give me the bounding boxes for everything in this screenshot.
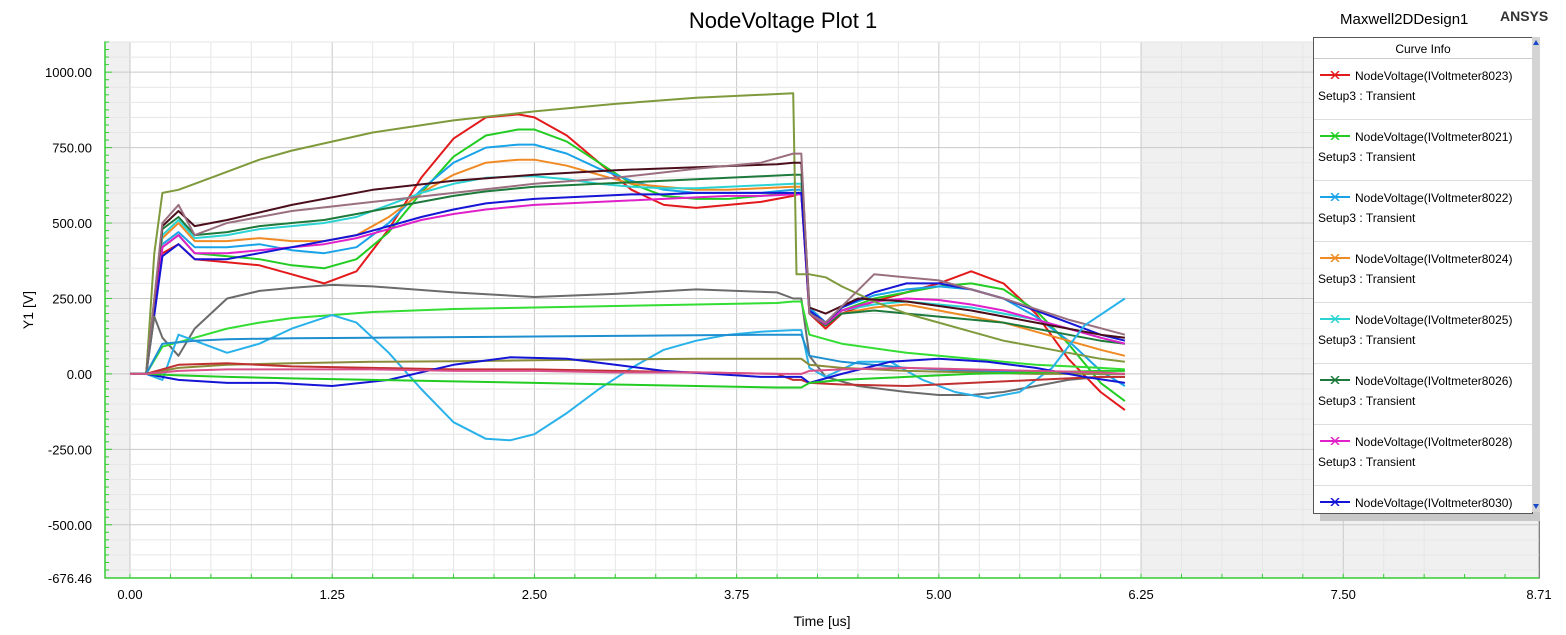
legend-entry[interactable]: NodeVoltage(IVoltmeter8022) Setup3 : Tran… bbox=[1314, 181, 1532, 242]
legend-series-name: NodeVoltage(IVoltmeter8030) bbox=[1355, 496, 1513, 510]
legend-symbol-icon bbox=[1320, 437, 1350, 445]
ansys-logo: ANSYS bbox=[1500, 8, 1548, 24]
legend-series-name: NodeVoltage(IVoltmeter8025) bbox=[1355, 313, 1513, 327]
legend-series-setup: Setup3 : Transient bbox=[1318, 211, 1416, 225]
legend-series-setup: Setup3 : Transient bbox=[1318, 394, 1416, 408]
legend-series-name: NodeVoltage(IVoltmeter8026) bbox=[1355, 374, 1513, 388]
series-line bbox=[130, 300, 1125, 375]
series-line-NodeVoltage(IVoltmeter8022) bbox=[130, 143, 1126, 387]
series-line bbox=[130, 297, 1126, 442]
y-tick-label: 250.00 bbox=[52, 291, 92, 306]
y-minor-ticks bbox=[105, 41, 112, 571]
series-line bbox=[130, 152, 1126, 375]
legend-entry[interactable]: NodeVoltage(IVoltmeter8021) Setup3 : Tran… bbox=[1314, 120, 1532, 181]
design-name: Maxwell2DDesign1 bbox=[1340, 11, 1468, 28]
x-tick-label: 5.00 bbox=[926, 587, 951, 602]
x-minor-ticks bbox=[129, 574, 1506, 578]
legend-scrollbar[interactable] bbox=[1532, 37, 1540, 512]
legend-title: Curve Info bbox=[1314, 38, 1532, 59]
legend-symbol-icon bbox=[1320, 132, 1350, 140]
x-tick-label: 2.50 bbox=[522, 587, 547, 602]
y-tick-label: -250.00 bbox=[48, 442, 92, 457]
y-tick-label: 1000.00 bbox=[45, 65, 92, 80]
series-line bbox=[130, 366, 1125, 375]
grid-lines bbox=[105, 41, 1539, 578]
legend-series-setup: Setup3 : Transient bbox=[1318, 89, 1416, 103]
legend-symbol-icon bbox=[1320, 315, 1350, 323]
legend-series-name: NodeVoltage(IVoltmeter8022) bbox=[1355, 191, 1513, 205]
series-line-NodeVoltage(IVoltmeter8026) bbox=[130, 173, 1126, 375]
legend-series-setup: Setup3 : Transient bbox=[1318, 333, 1416, 347]
y-tick-label: -676.46 bbox=[48, 571, 92, 586]
series-line-NodeVoltage(IVoltmeter8025) bbox=[130, 175, 1126, 375]
x-tick-label: 6.25 bbox=[1128, 587, 1153, 602]
legend-entry[interactable]: NodeVoltage(IVoltmeter8028) Setup3 : Tran… bbox=[1314, 425, 1532, 486]
legend-series-name: NodeVoltage(IVoltmeter8023) bbox=[1355, 69, 1513, 83]
series-line bbox=[130, 92, 1126, 375]
legend-symbol-icon bbox=[1320, 376, 1350, 384]
x-axis-label: Time [us] bbox=[793, 613, 850, 629]
y-axis-label: Y1 [V] bbox=[20, 291, 36, 329]
legend-series-name: NodeVoltage(IVoltmeter8021) bbox=[1355, 130, 1513, 144]
legend-series-setup: Setup3 : Transient bbox=[1318, 455, 1416, 469]
legend-series-name: NodeVoltage(IVoltmeter8028) bbox=[1355, 435, 1513, 449]
legend-entry[interactable]: NodeVoltage(IVoltmeter8025) Setup3 : Tran… bbox=[1314, 303, 1532, 364]
y-tick-label: 500.00 bbox=[52, 216, 92, 231]
series-line bbox=[130, 161, 1126, 375]
series-line-NodeVoltage(IVoltmeter8028) bbox=[130, 193, 1126, 375]
x-tick-label: 3.75 bbox=[724, 587, 749, 602]
legend-symbol-icon bbox=[1320, 71, 1350, 79]
legend-series-name: NodeVoltage(IVoltmeter8024) bbox=[1355, 252, 1513, 266]
x-tick-label: 0.00 bbox=[117, 587, 142, 602]
legend-symbol-icon bbox=[1320, 193, 1350, 201]
curve-info-legend: Curve Info NodeVoltage(IVoltmeter8023) Se… bbox=[1313, 37, 1533, 514]
series-line bbox=[130, 369, 1125, 389]
chart-title: NodeVoltage Plot 1 bbox=[689, 8, 877, 33]
legend-series-setup: Setup3 : Transient bbox=[1318, 272, 1416, 286]
x-tick-label: 1.25 bbox=[320, 587, 345, 602]
legend-entry[interactable]: NodeVoltage(IVoltmeter8030)Setup3 : Tran… bbox=[1314, 486, 1532, 513]
legend-symbol-icon bbox=[1320, 498, 1350, 506]
legend-series-setup: Setup3 : Transient bbox=[1318, 150, 1416, 164]
legend-entries: NodeVoltage(IVoltmeter8023) Setup3 : Tran… bbox=[1314, 59, 1532, 513]
series-line-NodeVoltage(IVoltmeter8030) bbox=[130, 191, 1126, 375]
y-tick-label: 0.00 bbox=[67, 367, 92, 382]
legend-entry[interactable]: NodeVoltage(IVoltmeter8023) Setup3 : Tran… bbox=[1314, 59, 1532, 120]
series-lines bbox=[130, 92, 1126, 442]
y-tick-label: 750.00 bbox=[52, 141, 92, 156]
x-tick-label: 7.50 bbox=[1331, 587, 1356, 602]
y-tick-label: -500.00 bbox=[48, 518, 92, 533]
tick-labels: 0.00 1.25 2.50 3.75 5.00 6.25 7.50 8.71 1000.00 7… bbox=[45, 65, 1552, 602]
series-line-NodeVoltage(IVoltmeter8024) bbox=[130, 158, 1126, 375]
legend-entry[interactable]: NodeVoltage(IVoltmeter8026) Setup3 : Tran… bbox=[1314, 364, 1532, 425]
legend-entry[interactable]: NodeVoltage(IVoltmeter8024) Setup3 : Tran… bbox=[1314, 242, 1532, 303]
legend-symbol-icon bbox=[1320, 254, 1350, 262]
x-tick-label: 8.71 bbox=[1526, 587, 1551, 602]
